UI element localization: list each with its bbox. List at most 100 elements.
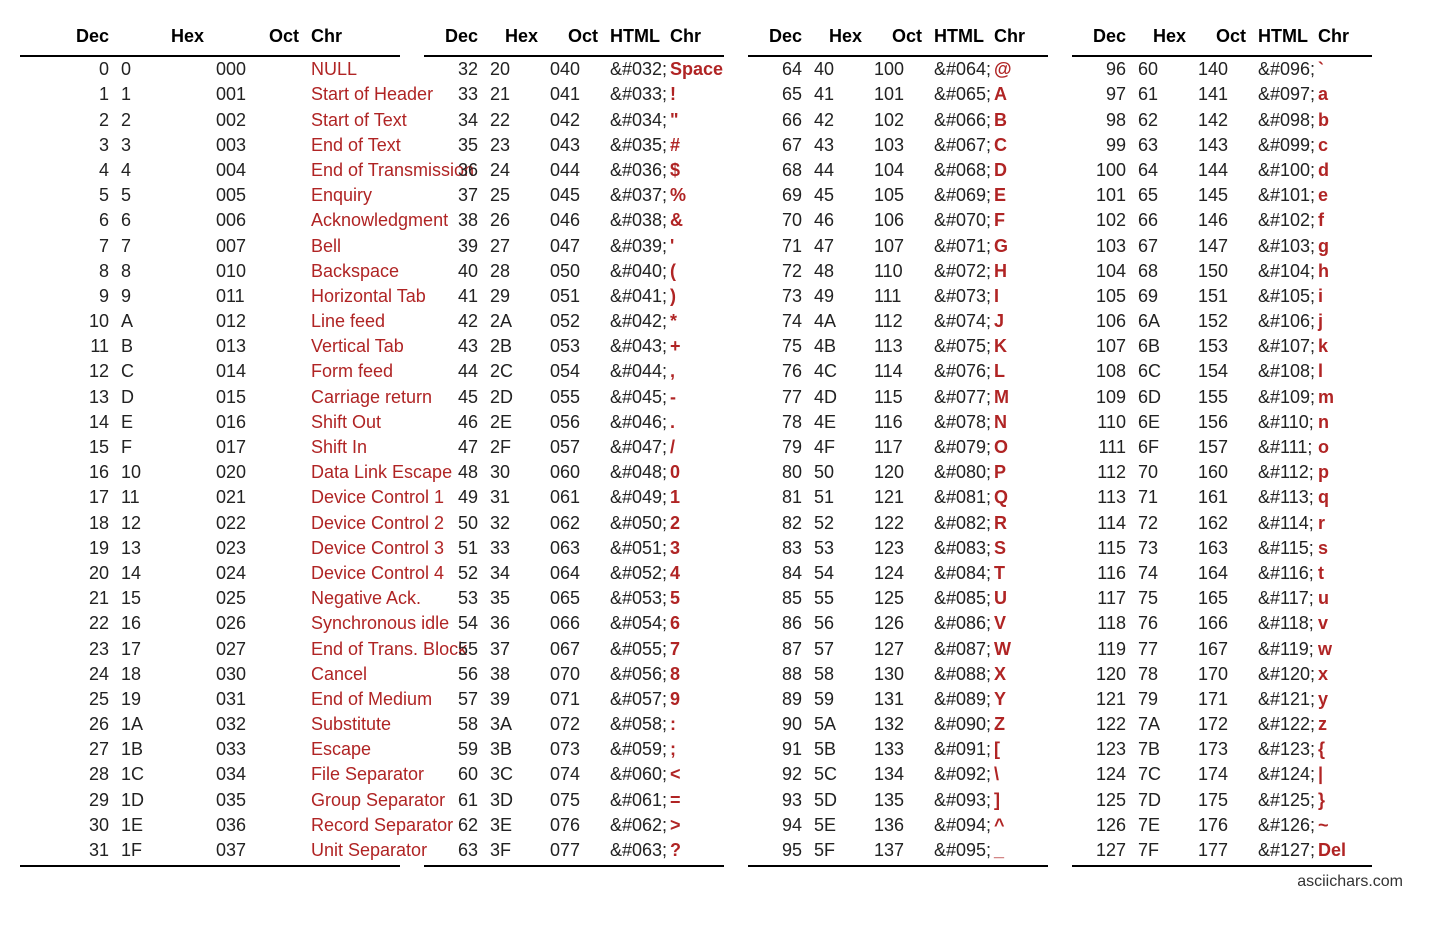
cell-html: &#109; (1252, 385, 1312, 410)
cell-html: &#125; (1252, 788, 1312, 813)
ascii-block-1: DecHexOctHTMLChr3220040&#032;Space332104… (424, 20, 724, 867)
cell-html: &#116; (1252, 561, 1312, 586)
cell-hex: 40 (808, 56, 868, 82)
cell-chr: P (988, 460, 1048, 485)
cell-hex: 64 (1132, 158, 1192, 183)
cell-hex: 20 (484, 56, 544, 82)
cell-oct: 054 (544, 359, 604, 384)
cell-html: &#047; (604, 435, 664, 460)
cell-hex: 5A (808, 712, 868, 737)
cell-html: &#067; (928, 133, 988, 158)
cell-hex: 73 (1132, 536, 1192, 561)
ascii-block-2: DecHexOctHTMLChr6440100&#064;@6541101&#0… (748, 20, 1048, 867)
cell-dec: 117 (1072, 586, 1132, 611)
cell-hex: 7D (1132, 788, 1192, 813)
cell-oct: 145 (1192, 183, 1252, 208)
cell-chr: O (988, 435, 1048, 460)
cell-dec: 27 (20, 737, 115, 762)
cell-hex: 75 (1132, 586, 1192, 611)
cell-chr: < (664, 762, 724, 787)
cell-dec: 79 (748, 435, 808, 460)
table-row: 1237B173&#123;{ (1072, 737, 1372, 762)
cell-html: &#064; (928, 56, 988, 82)
cell-oct: 044 (544, 158, 604, 183)
table-row: 5436066&#054;6 (424, 611, 724, 636)
cell-oct: 014 (210, 359, 305, 384)
cell-chr: ( (664, 259, 724, 284)
cell-html: &#034; (604, 108, 664, 133)
cell-dec: 1 (20, 82, 115, 107)
table-row: 754B113&#075;K (748, 334, 1048, 359)
cell-html: &#118; (1252, 611, 1312, 636)
cell-dec: 97 (1072, 82, 1132, 107)
cell-html: &#123; (1252, 737, 1312, 762)
cell-chr: Vertical Tab (305, 334, 400, 359)
table-row: 5032062&#050;2 (424, 511, 724, 536)
cell-dec: 3 (20, 133, 115, 158)
cell-hex: 27 (484, 234, 544, 259)
cell-html: &#110; (1252, 410, 1312, 435)
cell-hex: 37 (484, 637, 544, 662)
cell-chr: # (664, 133, 724, 158)
cell-hex: E (115, 410, 210, 435)
cell-oct: 156 (1192, 410, 1252, 435)
cell-dec: 126 (1072, 813, 1132, 838)
cell-html: &#104; (1252, 259, 1312, 284)
table-row: 945E136&#094;^ (748, 813, 1048, 838)
table-row: 5133063&#051;3 (424, 536, 724, 561)
table-row: 12C014Form feed (20, 359, 400, 384)
cell-dec: 88 (748, 662, 808, 687)
cell-html: &#069; (928, 183, 988, 208)
table-row: 5638070&#056;8 (424, 662, 724, 687)
cell-html: &#122; (1252, 712, 1312, 737)
ascii-chart: DecHexOctChr00000NULL11001Start of Heade… (20, 20, 1409, 894)
cell-hex: 55 (808, 586, 868, 611)
cell-chr: Escape (305, 737, 400, 762)
cell-chr: J (988, 309, 1048, 334)
cell-html: &#091; (928, 737, 988, 762)
cell-hex: 68 (1132, 259, 1192, 284)
cell-oct: 124 (868, 561, 928, 586)
cell-oct: 055 (544, 385, 604, 410)
cell-dec: 112 (1072, 460, 1132, 485)
cell-chr: w (1312, 637, 1372, 662)
cell-chr: Synchronous idle (305, 611, 400, 636)
table-row: 15F017Shift In (20, 435, 400, 460)
cell-hex: 2A (484, 309, 544, 334)
cell-oct: 063 (544, 536, 604, 561)
table-row: 8252122&#082;R (748, 511, 1048, 536)
cell-dec: 44 (424, 359, 484, 384)
cell-oct: 052 (544, 309, 604, 334)
cell-oct: 167 (1192, 637, 1252, 662)
ascii-table-container: DecHexOctChr00000NULL11001Start of Heade… (20, 20, 1409, 867)
cell-dec: 34 (424, 108, 484, 133)
cell-hex: C (115, 359, 210, 384)
cell-hex: 74 (1132, 561, 1192, 586)
cell-oct: 172 (1192, 712, 1252, 737)
cell-hex: 25 (484, 183, 544, 208)
cell-dec: 54 (424, 611, 484, 636)
cell-chr: Device Control 4 (305, 561, 400, 586)
cell-dec: 55 (424, 637, 484, 662)
cell-hex: 26 (484, 208, 544, 233)
cell-dec: 5 (20, 183, 115, 208)
cell-html: &#080; (928, 460, 988, 485)
cell-hex: 29 (484, 284, 544, 309)
cell-chr: c (1312, 133, 1372, 158)
table-row: 8555125&#085;U (748, 586, 1048, 611)
cell-oct: 045 (544, 183, 604, 208)
cell-html: &#119; (1252, 637, 1312, 662)
cell-oct: 135 (868, 788, 928, 813)
cell-chr: Del (1312, 838, 1372, 866)
cell-dec: 31 (20, 838, 115, 866)
cell-chr: ) (664, 284, 724, 309)
cell-chr: x (1312, 662, 1372, 687)
cell-hex: 10 (115, 460, 210, 485)
cell-hex: 59 (808, 687, 868, 712)
cell-chr: W (988, 637, 1048, 662)
col-header-hex: Hex (808, 20, 868, 56)
table-row: 281C034File Separator (20, 762, 400, 787)
cell-html: &#045; (604, 385, 664, 410)
cell-oct: 143 (1192, 133, 1252, 158)
cell-hex: 61 (1132, 82, 1192, 107)
